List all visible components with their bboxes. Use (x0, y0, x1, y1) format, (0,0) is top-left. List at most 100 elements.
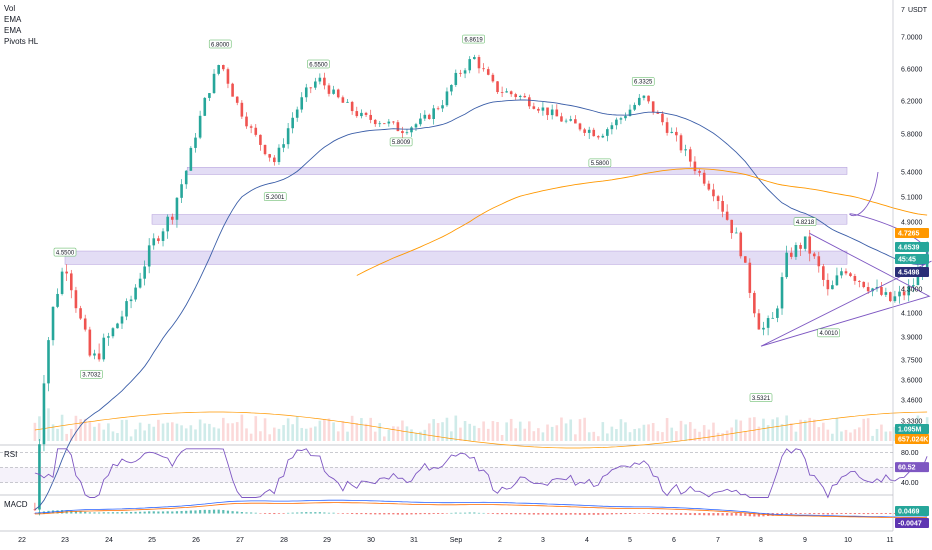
macd-hist-119 (578, 513, 582, 515)
candle-body-47 (249, 126, 253, 128)
candle-body-20 (125, 301, 128, 317)
macd-hist-27 (157, 511, 160, 514)
candle-body-3 (47, 340, 50, 384)
ema-long-badge-bg (895, 228, 929, 238)
x-tick-19: 10 (844, 537, 852, 544)
macd-hist-188 (893, 513, 897, 514)
volume-bar-65 (332, 422, 335, 441)
candle-body-67 (341, 97, 345, 103)
price-tick-12: 3.4600 (901, 398, 923, 405)
macd-hist-132 (638, 513, 641, 514)
macd-hist-172 (822, 513, 825, 515)
candle-body-176 (840, 271, 843, 276)
volume-bar-182 (866, 418, 870, 441)
macd-hist-134 (647, 513, 650, 514)
volume-bar-95 (468, 423, 472, 441)
candle-body-113 (550, 109, 554, 116)
candle-body-18 (116, 323, 119, 329)
macd-hist-8 (70, 510, 73, 514)
candle-body-147 (707, 183, 711, 190)
candle-body-115 (560, 116, 563, 122)
pivot-label-10: 4.8218 (796, 220, 815, 226)
pivot-label-0: 4.5500 (56, 250, 75, 256)
macd-hist-102 (501, 513, 504, 515)
macd-hist-166 (794, 513, 798, 515)
candle-body-109 (532, 106, 536, 109)
legend-ema-1[interactable]: EMA (4, 15, 22, 24)
macd-hist-43 (231, 511, 234, 514)
macd-hist-113 (551, 513, 554, 515)
volume-bar-40 (217, 428, 220, 441)
volume-bar-139 (670, 427, 674, 441)
volume-bar-93 (459, 427, 462, 441)
macd-hist-154 (739, 513, 742, 516)
candle-body-22 (134, 287, 137, 300)
volume-bar-137 (661, 432, 664, 441)
volume-bar-120 (583, 417, 586, 441)
legend-vol[interactable]: Vol (4, 4, 16, 13)
volume-bar-15 (102, 429, 106, 441)
x-tick-11: 2 (498, 537, 502, 544)
volume-badge-bg (895, 424, 929, 434)
candle-body-55 (286, 128, 290, 145)
macd-hist-59 (305, 512, 308, 514)
volume-bar-103 (505, 422, 508, 441)
macd-hist-100 (491, 513, 494, 514)
macd-hist-99 (487, 513, 490, 514)
rsi-label[interactable]: RSI (4, 450, 18, 459)
legend-pivots[interactable]: Pivots HL (4, 37, 39, 46)
volume-bar-149 (716, 432, 720, 441)
macd-hist-98 (482, 512, 485, 514)
candle-body-57 (295, 109, 299, 118)
price-badges: 4.7265 4.6539 45:45 4.5498 1.095M 657.024K 60.… (895, 228, 929, 528)
price-tick-13: 3.3300 (901, 419, 923, 426)
candle-body-125 (606, 129, 609, 136)
ema-lines (34, 99, 928, 510)
volume-bar-25 (147, 423, 151, 441)
rsi-tick-1: 40.00 (901, 480, 919, 487)
candle-body-159 (762, 327, 765, 330)
volume-bar-162 (776, 417, 779, 441)
volume-bar-118 (574, 434, 577, 441)
volume-bar-55 (286, 418, 290, 441)
candle-body-46 (245, 116, 248, 127)
macd-label[interactable]: MACD (4, 500, 28, 509)
rsi-badge: 60.52 (898, 465, 916, 472)
macd-hist-112 (546, 513, 549, 515)
volume-bar-36 (198, 419, 202, 441)
volume-bar-142 (684, 424, 687, 441)
volume-bar-42 (226, 423, 230, 441)
candle-body-132 (637, 97, 641, 105)
volume-bar-54 (282, 425, 285, 441)
macd-hist-42 (226, 510, 230, 514)
volume-bar-135 (651, 422, 655, 441)
candle-body-17 (111, 328, 115, 337)
volume-bar-82 (410, 429, 413, 441)
candle-body-106 (518, 95, 522, 98)
volume-bar-99 (486, 428, 490, 441)
macd-hist-60 (309, 512, 312, 514)
pivot-label-8: 6.3325 (634, 80, 653, 86)
candle-body-157 (753, 292, 756, 314)
volume-bar-173 (826, 429, 830, 441)
candle-body-34 (189, 147, 193, 171)
macd-hist-105 (514, 513, 517, 515)
macd-hist-9 (74, 511, 78, 514)
candle-body-105 (514, 94, 518, 98)
candle-body-85 (423, 114, 427, 119)
macd-hist-158 (757, 513, 760, 517)
volume-bar-116 (564, 423, 568, 441)
volume-bar-74 (373, 431, 377, 441)
volume-bar-141 (679, 420, 683, 441)
macd-hist-140 (675, 513, 678, 515)
x-tick-6: 28 (280, 537, 288, 544)
candle-body-131 (633, 104, 636, 110)
volume-bar-85 (423, 429, 427, 441)
ema-long-line (356, 168, 928, 276)
volume-bar-48 (254, 416, 258, 441)
candle-body-118 (574, 119, 577, 124)
legend-ema-2[interactable]: EMA (4, 26, 22, 35)
macd-hist-121 (588, 513, 591, 515)
candle-body-120 (583, 129, 586, 133)
